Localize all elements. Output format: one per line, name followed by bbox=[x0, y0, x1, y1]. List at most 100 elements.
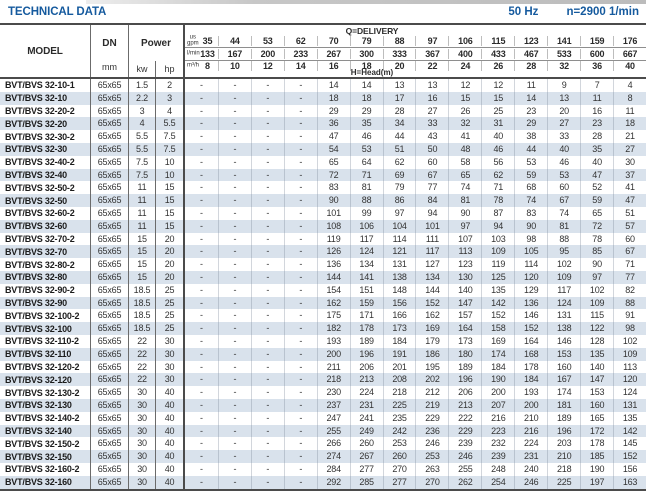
kw-cell: 4 bbox=[129, 117, 156, 131]
head-cell: 124 bbox=[613, 386, 646, 399]
head-cell: - bbox=[250, 181, 284, 195]
head-cell: 27 bbox=[415, 104, 448, 118]
head-cell: 144 bbox=[316, 270, 350, 284]
model-cell: BVT/BVS 32-90-2 bbox=[0, 283, 91, 297]
kw-cell: 30 bbox=[129, 398, 156, 412]
head-cell: - bbox=[217, 360, 251, 374]
head-cell: 231 bbox=[514, 450, 547, 463]
head-cell: 15 bbox=[448, 91, 481, 105]
head-cell: 94 bbox=[415, 206, 448, 220]
dn-cell: 65x65 bbox=[91, 360, 129, 374]
hp-cell: 40 bbox=[156, 424, 185, 438]
table-row: BVT/BVS 32-140-2 65x65 30 40- - - -247 241 235 22… bbox=[0, 411, 646, 425]
head-cell: 47 bbox=[316, 130, 350, 143]
head-cell: 138 bbox=[382, 270, 416, 284]
head-cell: - bbox=[200, 387, 203, 398]
dn-cell: 65x65 bbox=[91, 437, 129, 451]
head-cell: 13 bbox=[547, 91, 580, 105]
head-cell: - bbox=[200, 425, 203, 436]
head-cell: - bbox=[283, 462, 317, 476]
model-cell: BVT/BVS 32-70-2 bbox=[0, 232, 91, 246]
head-cell: 56 bbox=[481, 155, 514, 169]
hp-cell: 5.5 bbox=[156, 117, 185, 131]
head-cell: 152 bbox=[415, 296, 448, 310]
head-cell: 113 bbox=[448, 245, 481, 259]
head-cell: 219 bbox=[415, 398, 448, 412]
dn-cell: 65x65 bbox=[91, 117, 129, 131]
model-cell: BVT/BVS 32-120-2 bbox=[0, 360, 91, 374]
head-cell: 16 bbox=[415, 91, 448, 105]
head-cell: 95 bbox=[547, 245, 580, 259]
head-cell: 207 bbox=[481, 398, 514, 412]
head-cell: 67 bbox=[415, 168, 448, 182]
head-cell: 229 bbox=[415, 411, 448, 425]
hp-cell: 40 bbox=[156, 386, 185, 399]
head-cell: 239 bbox=[448, 437, 481, 451]
model-cell: BVT/BVS 32-10-1 bbox=[0, 79, 91, 92]
head-cell: 148 bbox=[382, 283, 416, 297]
head-cell: 144 bbox=[415, 283, 448, 297]
head-cell: 218 bbox=[547, 462, 580, 476]
head-cell: 153 bbox=[580, 386, 613, 399]
kw-cell: 22 bbox=[129, 360, 156, 374]
model-cell: BVT/BVS 32-80 bbox=[0, 270, 91, 284]
model-cell: BVT/BVS 32-60-2 bbox=[0, 206, 91, 220]
head-cell: 247 bbox=[316, 411, 350, 425]
model-cell: BVT/BVS 32-10 bbox=[0, 91, 91, 105]
head-cell: 77 bbox=[415, 181, 448, 195]
head-cell: 136 bbox=[514, 296, 547, 310]
power-unit-labels: kw hp bbox=[129, 61, 183, 77]
head-cell: - bbox=[250, 437, 284, 451]
head-cell: - bbox=[283, 181, 317, 195]
head-cell: - bbox=[200, 246, 203, 257]
head-cell: - bbox=[283, 360, 317, 374]
head-cell: 142 bbox=[613, 424, 646, 438]
model-cell: BVT/BVS 32-140 bbox=[0, 424, 91, 438]
head-cell: - bbox=[217, 232, 251, 246]
head-cell: - bbox=[250, 104, 284, 118]
hp-cell: 40 bbox=[156, 398, 185, 412]
model-cell: BVT/BVS 32-140-2 bbox=[0, 411, 91, 425]
head-cell: 193 bbox=[514, 386, 547, 399]
head-cell: 32 bbox=[448, 117, 481, 131]
head-cell: 200 bbox=[316, 347, 350, 361]
dn-column-header: DN mm bbox=[91, 25, 129, 77]
flow-header-cell: 267 bbox=[316, 49, 350, 59]
head-cell: 175 bbox=[316, 309, 350, 323]
kw-cell: 15 bbox=[129, 245, 156, 259]
head-cell: 12 bbox=[481, 79, 514, 92]
hp-cell: 15 bbox=[156, 206, 185, 220]
head-cell: 153 bbox=[547, 347, 580, 361]
head-cell: 38 bbox=[514, 130, 547, 143]
power-header-label: Power bbox=[140, 37, 171, 49]
head-cell: 71 bbox=[349, 168, 383, 182]
head-cell: 82 bbox=[613, 283, 646, 297]
flow-header-cell: 300 bbox=[349, 49, 383, 59]
dn-header-label: DN bbox=[102, 38, 117, 49]
flow-unit-row-gpm: us gpm 35 44 53 62 70 79 88 97 106 115 123 141 159 176 bbox=[185, 35, 646, 48]
head-cell: - bbox=[217, 475, 251, 489]
head-cell: 40 bbox=[580, 155, 613, 169]
dn-unit-label: mm bbox=[102, 62, 117, 72]
head-cell: 13 bbox=[415, 79, 448, 92]
head-cell: 117 bbox=[547, 283, 580, 297]
head-cell: 229 bbox=[448, 424, 481, 438]
head-cell: 11 bbox=[613, 104, 646, 118]
head-cell: - bbox=[283, 117, 317, 131]
head-cell: 107 bbox=[448, 232, 481, 246]
head-cell: 237 bbox=[316, 398, 350, 412]
head-cell: 162 bbox=[415, 309, 448, 323]
head-cell: 196 bbox=[349, 347, 383, 361]
dn-cell: 65x65 bbox=[91, 206, 129, 220]
head-cell: - bbox=[200, 80, 203, 90]
head-cell: 231 bbox=[349, 398, 383, 412]
flow-unit-label: m³/h bbox=[187, 62, 199, 69]
head-cell: - bbox=[200, 169, 203, 180]
head-cell: - bbox=[250, 258, 284, 271]
model-cell: BVT/BVS 32-30 bbox=[0, 142, 91, 156]
model-cell: BVT/BVS 32-90 bbox=[0, 296, 91, 310]
head-cell: 31 bbox=[481, 117, 514, 131]
table-row: BVT/BVS 32-100-2 65x65 18.5 25- - - -175 171 166… bbox=[0, 309, 646, 323]
head-cell: 178 bbox=[349, 322, 383, 335]
flow-unit-label: us gpm bbox=[187, 34, 199, 47]
